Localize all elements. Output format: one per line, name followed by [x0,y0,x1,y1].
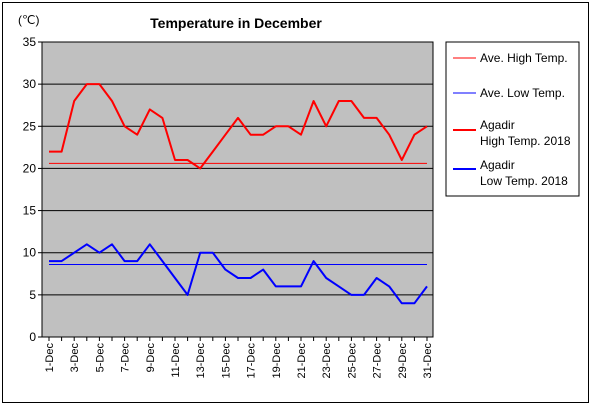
x-tick-label: 19-Dec [271,343,283,379]
y-tick-label: 15 [23,204,37,218]
legend-label-2: Ave. Low Temp. [480,86,565,100]
legend: Ave. High Temp. Ave. Low Temp. Agadir High … [453,51,571,188]
y-tick-label: 5 [29,288,36,302]
x-tick-label: 25-Dec [346,343,358,379]
x-tick-label: 1-Dec [44,343,56,373]
x-tick-label: 17-Dec [246,343,258,379]
gridlines [42,83,433,296]
y-tick-label: 25 [23,119,37,133]
x-tick-label: 15-Dec [220,343,232,379]
y-axis-unit: (℃) [18,13,39,27]
x-tick-label: 13-Dec [195,343,207,379]
legend-box [445,41,580,197]
y-axis-ticks: 0 5 10 15 20 25 30 35 [23,35,42,344]
x-tick-label: 31-Dec [422,343,434,379]
legend-label-4: Low Temp. 2018 [480,174,568,188]
legend-label-3: High Temp. 2018 [480,134,571,148]
plot-area [41,41,434,338]
chart-title: Temperature in December [150,15,322,31]
y-tick-label: 0 [29,330,36,344]
x-tick-label: 9-Dec [145,343,157,373]
legend-label-4: Agadir [480,158,515,172]
x-tick-label: 21-Dec [296,343,308,379]
y-tick-label: 30 [23,77,37,91]
legend-label-3: Agadir [480,118,515,132]
x-tick-label: 5-Dec [94,343,106,373]
x-axis-ticks: 1-Dec 3-Dec 5-Dec 7-Dec 9-Dec 11-Dec 13-Dec 15-… [44,337,434,378]
y-tick-label: 20 [23,161,37,175]
y-tick-label: 10 [23,246,37,260]
x-tick-label: 23-Dec [321,343,333,379]
x-tick-label: 7-Dec [120,343,132,373]
x-tick-label: 11-Dec [170,343,182,378]
x-tick-label: 29-Dec [397,343,409,379]
series-lines [49,83,428,305]
series-line-3 [49,83,428,170]
y-tick-label: 35 [23,35,37,49]
x-tick-label: 27-Dec [372,343,384,379]
legend-label-1: Ave. High Temp. [480,51,568,65]
series-line-4 [49,243,428,305]
x-tick-label: 3-Dec [69,343,81,373]
